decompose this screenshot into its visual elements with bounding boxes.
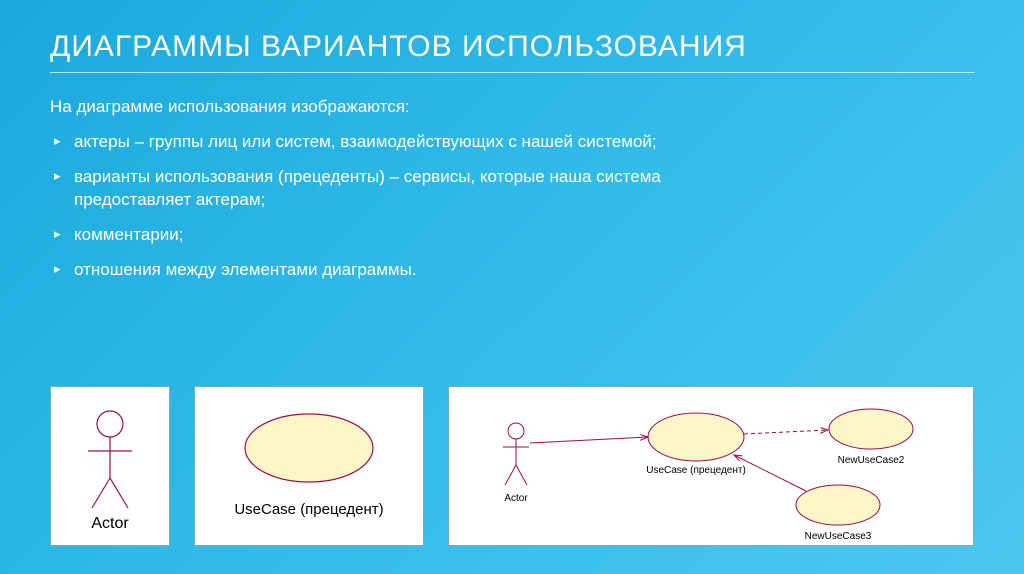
actor-label: Actor [91,515,129,532]
bullet-item: варианты использования (прецеденты) – се… [54,166,754,212]
usecase-svg: UseCase (прецедент) [204,396,414,536]
diagram-uc3-label: NewUseCase3 [805,531,872,542]
actor-svg: Actor [60,396,160,536]
bullet-item: отношения между элементами диаграммы. [54,259,754,282]
diagrams-row: Actor UseCase (прецедент) [50,386,974,546]
panel-actor: Actor [50,386,170,546]
bullet-item: комментарии; [54,224,754,247]
edge-actor-uc1 [530,437,648,443]
bullet-item: актеры – группы лиц или систем, взаимоде… [54,131,754,154]
title-underline [50,72,974,73]
panel-usecase: UseCase (прецедент) [194,386,424,546]
diagram-uc1-label: UseCase (прецедент) [646,465,746,476]
diagram-actor [503,423,529,485]
bullet-list: актеры – группы лиц или систем, взаимоде… [50,131,974,282]
intro-text: На диаграмме использования изображаются: [50,97,974,117]
diagram-uc2-label: NewUseCase2 [838,455,905,466]
edge-uc1-uc2 [744,430,828,434]
page-title: ДИАГРАММЫ ВАРИАНТОВ ИСПОЛЬЗОВАНИЯ [50,30,974,64]
panel-diagram: Actor UseCase (прецедент) NewUseCase2 Ne… [448,386,974,546]
diagram-actor-label: Actor [504,493,528,504]
usecase-label: UseCase (прецедент) [234,501,383,518]
diagram-svg: Actor UseCase (прецедент) NewUseCase2 Ne… [476,387,946,545]
